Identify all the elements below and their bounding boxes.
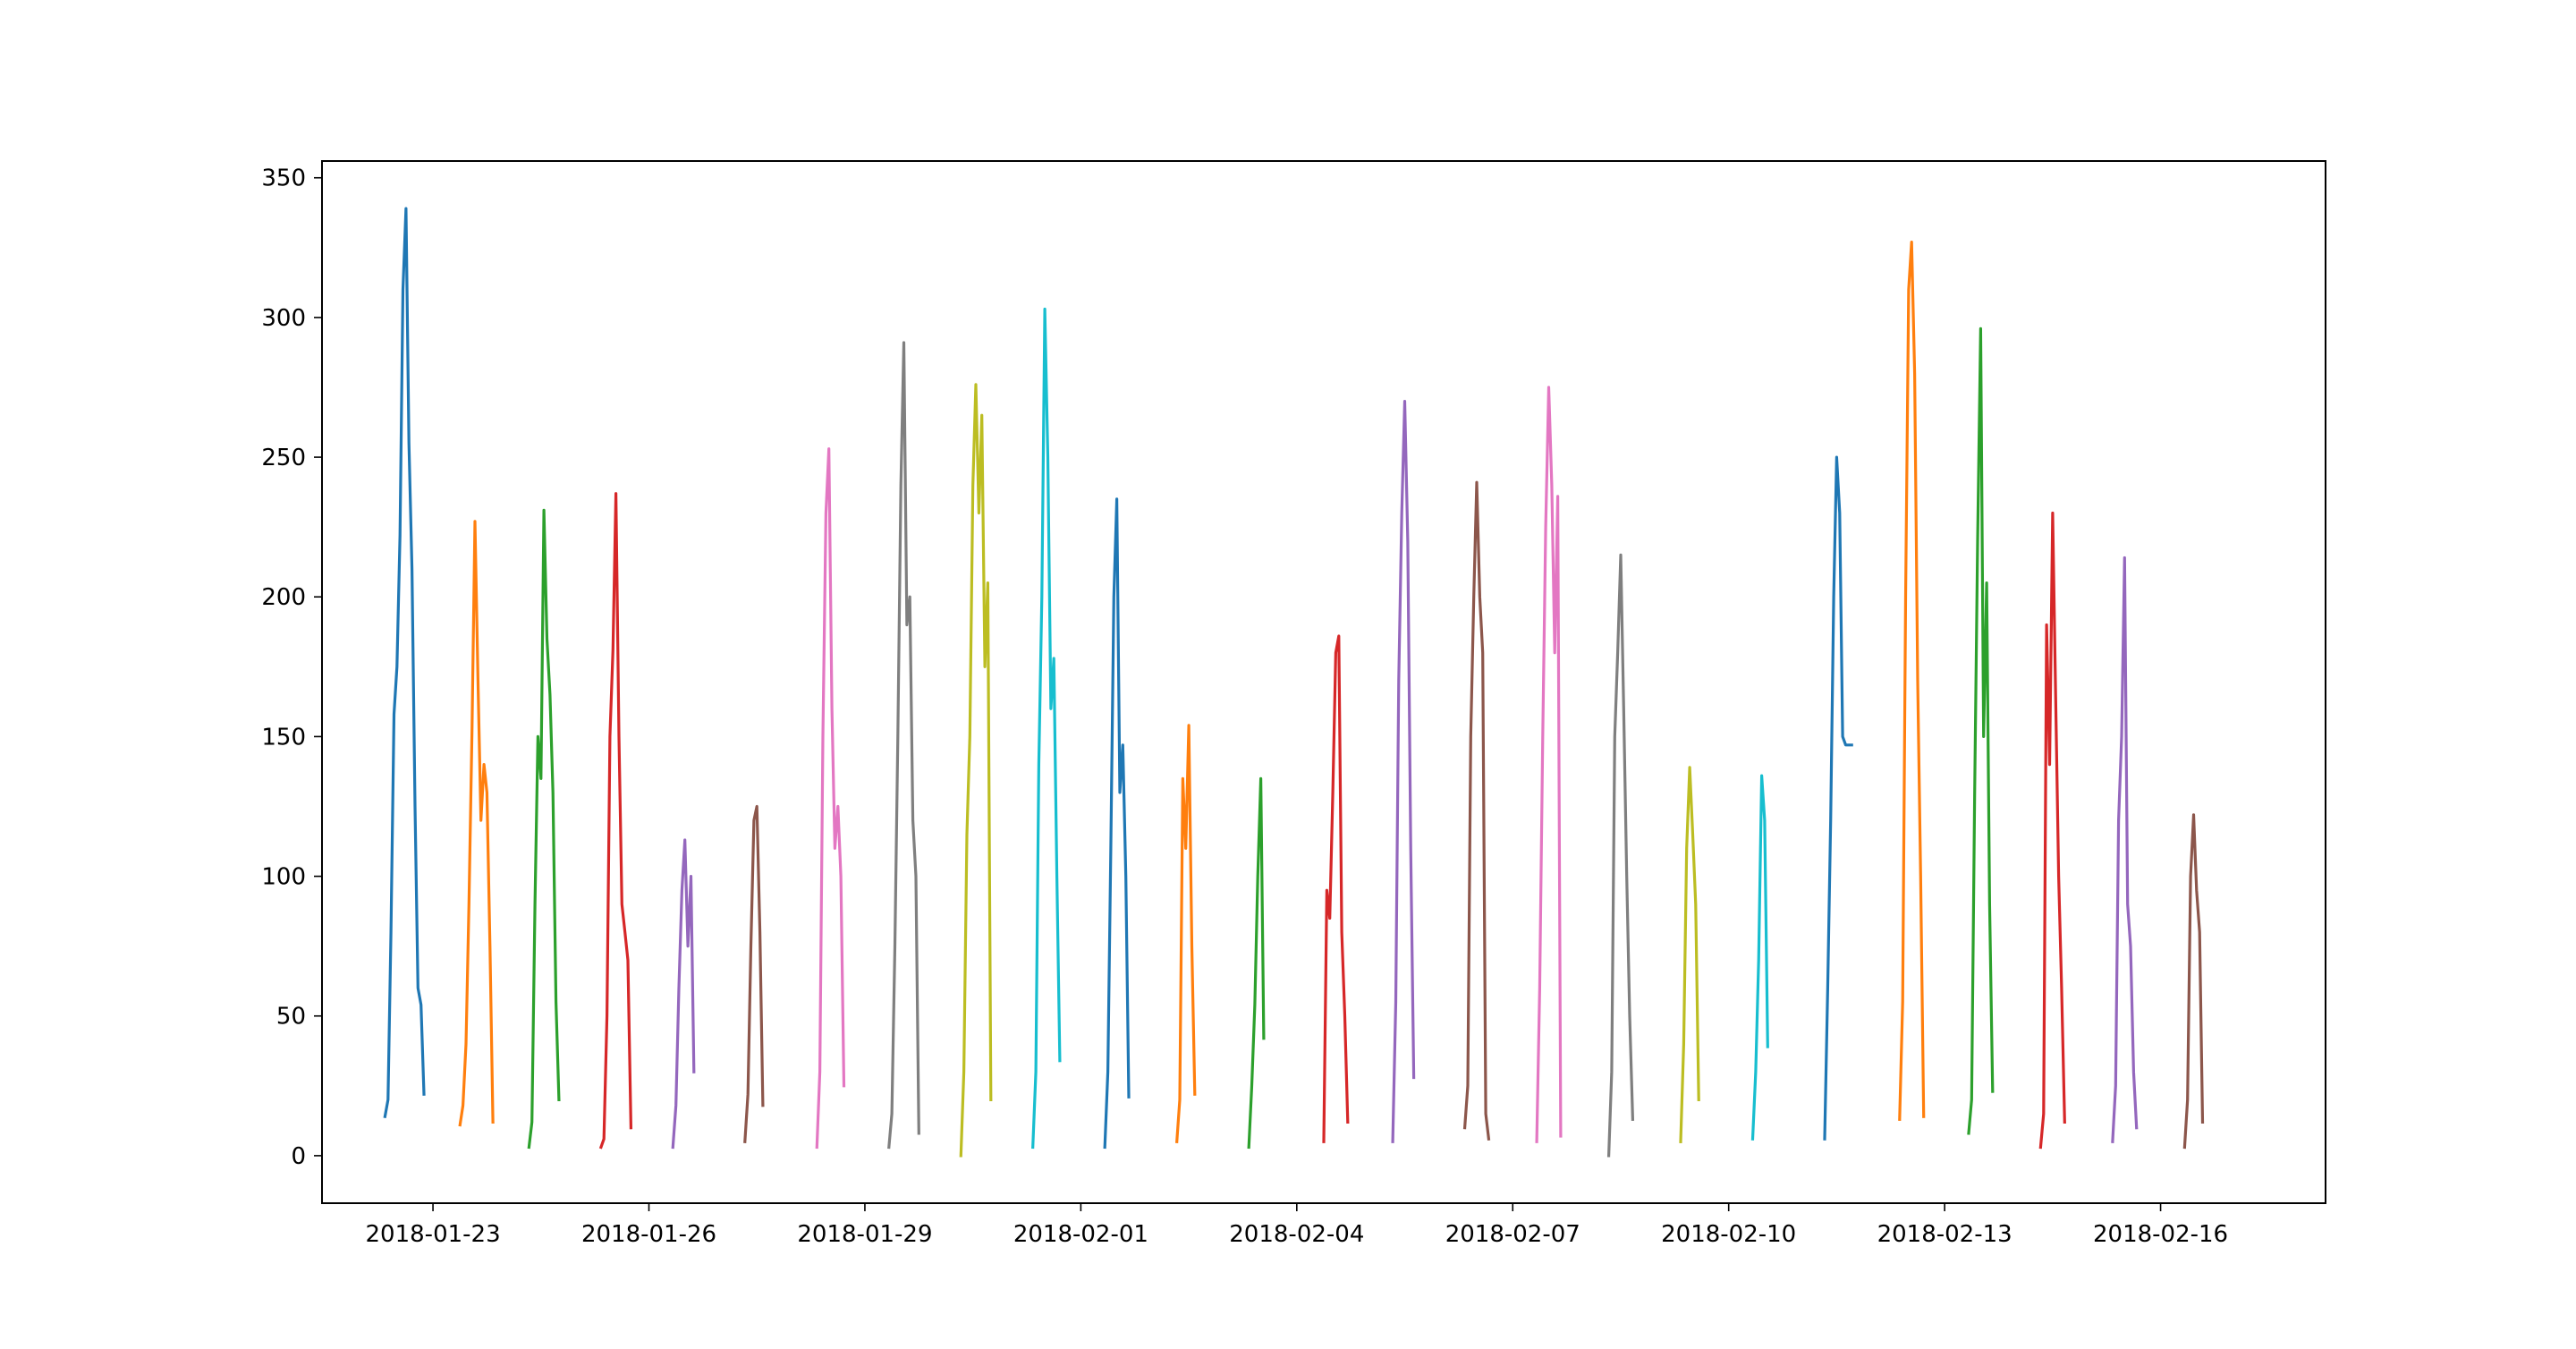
series-line-14: [1322, 634, 1350, 1143]
x-tick-label: 2018-01-29: [797, 1221, 932, 1248]
x-tick-label: 2018-02-13: [1877, 1221, 2012, 1248]
series-line-3: [527, 508, 561, 1150]
series-line-11: [1103, 497, 1131, 1150]
series-line-26: [2182, 813, 2205, 1150]
y-tick-label: 50: [276, 1004, 306, 1031]
series-line-8: [887, 341, 920, 1150]
y-tick-label: 350: [261, 165, 306, 192]
x-tick-label: 2018-02-04: [1229, 1221, 1364, 1248]
series-line-24: [2038, 511, 2066, 1150]
x-axis: 2018-01-23 2018-01-26 2018-01-29 2018-02-01…: [366, 1203, 2228, 1248]
series-line-7: [815, 447, 846, 1150]
series-line-25: [2111, 556, 2139, 1143]
series-line-13: [1247, 776, 1266, 1150]
series-line-6: [743, 804, 765, 1143]
x-tick-label: 2018-02-01: [1013, 1221, 1148, 1248]
y-axis: 0 50 100 150 200 250 300 350: [261, 165, 322, 1170]
y-tick-label: 300: [261, 305, 306, 332]
y-tick-label: 100: [261, 864, 306, 891]
series-line-15: [1391, 400, 1416, 1143]
series-line-17: [1535, 386, 1563, 1143]
series-line-4: [598, 492, 633, 1150]
series-line-21: [1823, 455, 1853, 1141]
series-line-1: [383, 207, 426, 1119]
series-line-12: [1174, 724, 1197, 1144]
series-line-18: [1606, 553, 1635, 1158]
x-tick-label: 2018-02-16: [2093, 1221, 2228, 1248]
x-tick-label: 2018-02-07: [1445, 1221, 1580, 1248]
series-line-20: [1750, 774, 1769, 1141]
y-tick-label: 250: [261, 445, 306, 471]
y-tick-label: 200: [261, 584, 306, 611]
series-line-9: [959, 383, 993, 1158]
series-line-10: [1031, 307, 1062, 1150]
y-tick-label: 0: [291, 1143, 306, 1170]
series-line-16: [1462, 480, 1491, 1141]
series-line-22: [1898, 241, 1926, 1121]
plot-frame: [321, 160, 2326, 1204]
x-tick-label: 2018-01-23: [366, 1221, 501, 1248]
plot-lines: [383, 207, 2205, 1158]
series-line-23: [1967, 327, 1995, 1135]
x-tick-label: 2018-01-26: [581, 1221, 716, 1248]
y-tick-label: 150: [261, 724, 306, 751]
series-line-5: [671, 838, 696, 1150]
x-tick-label: 2018-02-10: [1661, 1221, 1796, 1248]
series-line-19: [1679, 766, 1700, 1143]
series-line-2: [458, 520, 495, 1127]
